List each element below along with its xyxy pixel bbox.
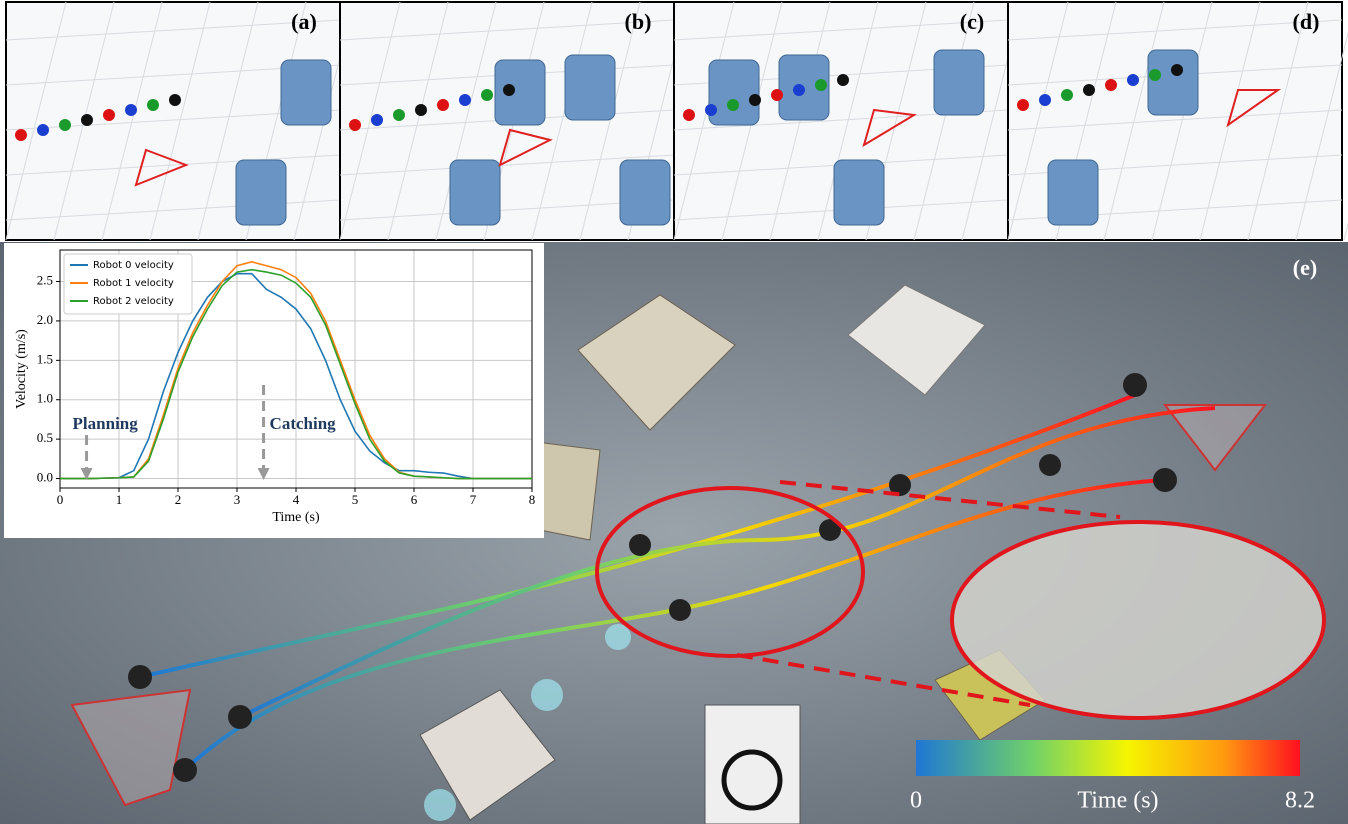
x-tick-label: 5: [352, 492, 359, 507]
legend-label: Robot 2 velocity: [93, 296, 174, 307]
robot: [1039, 94, 1051, 106]
x-tick-label: 7: [470, 492, 477, 507]
robot: [503, 84, 515, 96]
robot: [771, 89, 783, 101]
robot: [349, 119, 361, 131]
panel-label: (d): [1293, 9, 1320, 34]
sim-panels: (a) (b) (c) (d): [6, 2, 1348, 240]
robot: [1061, 89, 1073, 101]
robot: [459, 94, 471, 106]
legend: Robot 0 velocity Robot 1 velocity Robot 2 …: [64, 254, 192, 314]
obstacle: [281, 60, 331, 125]
robot: [169, 94, 181, 106]
robot: [749, 94, 761, 106]
robot: [1105, 79, 1117, 91]
legend-label: Robot 1 velocity: [93, 278, 174, 289]
x-tick-label: 1: [116, 492, 123, 507]
robot: [1149, 69, 1161, 81]
x-tick-label: 2: [175, 492, 182, 507]
annotation: Catching: [270, 414, 337, 433]
panel-label: (b): [625, 9, 652, 34]
robot: [1083, 84, 1095, 96]
y-tick-label: 2.5: [37, 273, 53, 288]
panel-label: (e): [1293, 255, 1317, 280]
robot: [415, 104, 427, 116]
obstacle: [620, 160, 670, 225]
colorbar-tick-label: 8.2: [1285, 788, 1315, 814]
obstacle: [236, 160, 286, 225]
x-tick-label: 3: [234, 492, 241, 507]
robot: [37, 124, 49, 136]
robot: [437, 99, 449, 111]
robot: [15, 129, 27, 141]
robot: [837, 74, 849, 86]
colorbar-label: Time (s): [1077, 788, 1158, 814]
x-tick-label: 8: [529, 492, 536, 507]
colorbar-tick-label: 0: [910, 788, 922, 814]
obstacle: [450, 160, 500, 225]
sim-panel: (d): [1008, 2, 1348, 240]
robot: [147, 99, 159, 111]
robot: [81, 114, 93, 126]
y-tick-label: 2.0: [37, 312, 53, 327]
robot: [705, 104, 717, 116]
annotation: Planning: [73, 414, 139, 433]
y-axis-label: Velocity (m/s): [14, 329, 29, 409]
y-tick-label: 0.0: [37, 470, 53, 485]
robot: [727, 99, 739, 111]
robot: [1127, 74, 1139, 86]
obstacle: [1148, 50, 1198, 115]
legend-label: Robot 0 velocity: [93, 260, 174, 271]
robot: [393, 109, 405, 121]
robot: [125, 104, 137, 116]
robot: [683, 109, 695, 121]
page: (a) (b) (c) (d) (e) Time (s) 0 8.2 0 1 2 3 4 5 6 7 8…: [0, 0, 1348, 824]
robot: [59, 119, 71, 131]
y-tick-label: 0.5: [37, 430, 53, 445]
robot: [1171, 64, 1183, 76]
obstacle: [565, 55, 615, 120]
robot: [103, 109, 115, 121]
x-tick-label: 4: [293, 492, 300, 507]
robot: [481, 89, 493, 101]
obstacle: [934, 50, 984, 115]
robot: [815, 79, 827, 91]
panel-label: (a): [291, 9, 317, 34]
colorbar-gradient: [916, 740, 1300, 776]
x-axis-label: Time (s): [272, 510, 320, 525]
panel-label: (c): [960, 9, 984, 34]
x-tick-label: 0: [57, 492, 64, 507]
obstacle: [1048, 160, 1098, 225]
y-tick-label: 1.0: [37, 391, 53, 406]
obstacle: [709, 60, 759, 125]
y-tick-label: 1.5: [37, 351, 53, 366]
robot: [1017, 99, 1029, 111]
x-tick-label: 6: [411, 492, 418, 507]
figure: (a) (b) (c) (d) (e) Time (s) 0 8.2 0 1 2 3 4 5 6 7 8…: [0, 0, 1348, 824]
robot: [793, 84, 805, 96]
obstacle: [495, 60, 545, 125]
robot: [371, 114, 383, 126]
obstacle: [834, 160, 884, 225]
